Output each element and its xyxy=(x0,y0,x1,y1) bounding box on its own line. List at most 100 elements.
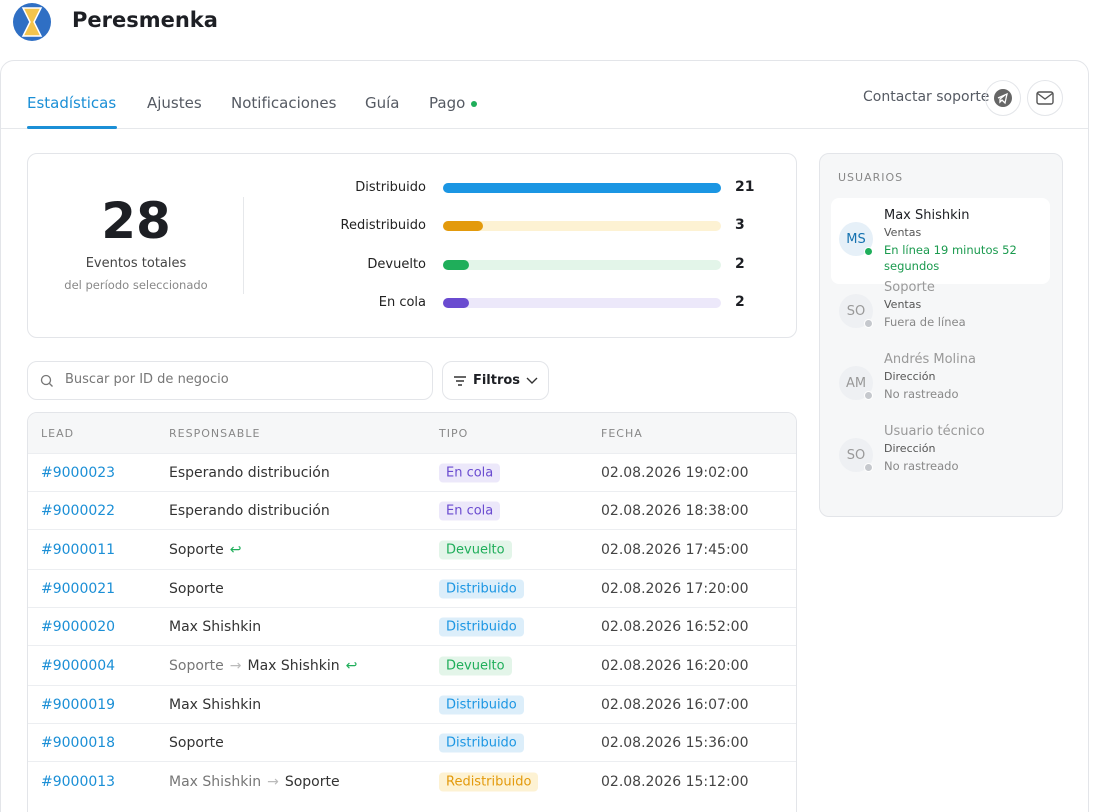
responsible-name: Soporte xyxy=(169,735,224,751)
presence-dot xyxy=(864,391,873,400)
date: 02.08.2026 15:12:00 xyxy=(601,774,749,790)
bar-track xyxy=(443,297,721,308)
column-header: RESPONSABLE xyxy=(169,427,261,440)
tab-label: Pago xyxy=(429,94,466,112)
avatar: AM xyxy=(839,366,873,400)
lead-link[interactable]: #9000013 xyxy=(41,774,116,790)
user-status: No rastreado xyxy=(884,459,959,473)
arrow: → xyxy=(229,658,242,674)
type-badge: Devuelto xyxy=(439,656,512,676)
support-label[interactable]: Contactar soporte xyxy=(863,89,990,105)
table-row[interactable]: #9000004 Soporte → Max Shishkin ↩ Devuelto 02.… xyxy=(28,645,796,686)
user-card[interactable]: AM Andrés Molina Dirección No rastreado xyxy=(831,342,1050,428)
breakdown-label: Distribuido xyxy=(355,180,426,195)
tab[interactable]: Notificaciones xyxy=(231,94,336,112)
tab-label: Guía xyxy=(365,94,400,112)
type-badge: Distribuido xyxy=(439,733,524,753)
active-tab-underline xyxy=(27,126,117,129)
user-status: En línea 19 minutos 52 segundos xyxy=(884,243,1017,273)
breakdown-label: En cola xyxy=(378,294,426,310)
bar-track xyxy=(443,221,721,232)
table-header xyxy=(28,413,796,453)
lead-link[interactable]: #9000004 xyxy=(41,658,116,674)
column-header: FECHA xyxy=(601,427,643,440)
type-badge: Distribuido xyxy=(439,617,524,637)
responsible-name: Esperando distribución xyxy=(169,503,330,519)
table-row[interactable]: #9000019 Max Shishkin Distribuido 02.08.202… xyxy=(28,685,796,724)
bar-track xyxy=(443,259,721,270)
table-row[interactable]: #9000011 Soporte ↩ Devuelto 02.08.2026 17:45… xyxy=(28,529,796,570)
date: 02.08.2026 16:07:00 xyxy=(601,697,749,713)
user-name: Usuario técnico xyxy=(884,424,985,439)
responsible: Max Shishkin xyxy=(169,619,261,635)
responsible: Max Shishkin xyxy=(169,697,261,713)
presence-dot xyxy=(864,463,873,472)
chevron-icon xyxy=(526,377,538,384)
lead-link[interactable]: #9000022 xyxy=(41,503,116,519)
summary-card xyxy=(27,153,797,338)
user-name: Andrés Molina xyxy=(884,352,976,367)
status-dot xyxy=(471,100,478,107)
user-status: Fuera de línea xyxy=(884,315,966,329)
date: 02.08.2026 17:45:00 xyxy=(601,542,749,558)
column-header: LEAD xyxy=(41,427,75,440)
user-name: Max Shishkin xyxy=(884,208,970,223)
lead-link[interactable]: #9000023 xyxy=(41,465,116,481)
lead-link[interactable]: #9000021 xyxy=(41,581,116,597)
bar-track xyxy=(443,183,721,193)
bar xyxy=(443,183,721,193)
filter-icon xyxy=(453,375,466,386)
type-badge: En cola xyxy=(439,463,501,483)
lead-link[interactable]: #9000019 xyxy=(41,697,116,713)
main-card xyxy=(0,60,1089,812)
mail-button[interactable] xyxy=(1027,80,1063,116)
user-role: Ventas xyxy=(884,226,922,239)
user-status: No rastreado xyxy=(884,387,959,401)
returned-icon: ↩ xyxy=(345,658,358,674)
responsible: Soporte xyxy=(169,735,224,751)
lead-link[interactable]: #9000011 xyxy=(41,542,116,558)
user-card[interactable]: SO Usuario técnico Dirección No rastreado xyxy=(831,414,1050,500)
summary-divider xyxy=(243,197,244,294)
responsible-name: Max Shishkin xyxy=(169,619,262,635)
avatar: SO xyxy=(839,438,873,472)
responsible-name: Max Shishkin xyxy=(169,697,262,713)
type-badge: Redistribuido xyxy=(439,772,539,792)
responsible-name: Soporte xyxy=(169,581,224,597)
user-role: Ventas xyxy=(884,298,922,311)
responsible-name: Soporte xyxy=(169,658,224,674)
search-placeholder: Buscar por ID de negocio xyxy=(65,372,229,387)
telegram-button[interactable] xyxy=(985,80,1021,116)
responsible-name: Soporte xyxy=(284,774,340,790)
user-card[interactable]: SO Soporte Ventas Fuera de línea xyxy=(831,270,1050,356)
table-row[interactable]: #9000021 Soporte Distribuido 02.08.2026 17:… xyxy=(28,569,796,608)
tab[interactable]: Guía xyxy=(365,94,400,112)
tab-label: Estadísticas xyxy=(27,94,117,112)
table-row[interactable]: #9000022 Esperando distribución En cola 02.… xyxy=(28,491,796,530)
tab[interactable]: Pago xyxy=(429,94,478,112)
breakdown-value: 2 xyxy=(735,293,745,310)
user-role: Dirección xyxy=(884,442,936,455)
filters-button[interactable]: Filtros xyxy=(442,361,549,400)
breakdown-value: 21 xyxy=(735,179,755,195)
lead-link[interactable]: #9000020 xyxy=(41,619,116,635)
date: 02.08.2026 18:38:00 xyxy=(601,503,749,519)
table-row[interactable]: #9000023 Esperando distribución En cola 02.… xyxy=(28,453,796,492)
table-row[interactable]: #9000020 Max Shishkin Distribuido 02.08.202… xyxy=(28,607,796,646)
type-badge: Distribuido xyxy=(439,695,524,715)
search-box[interactable]: Buscar por ID de negocio xyxy=(27,361,433,400)
date: 02.08.2026 17:20:00 xyxy=(601,581,749,597)
tab[interactable]: Estadísticas xyxy=(27,94,116,112)
user-name: Soporte xyxy=(884,280,935,295)
user-card[interactable]: MS Max Shishkin Ventas En línea 19 minutos … xyxy=(831,198,1050,284)
mail-icon xyxy=(1036,91,1054,105)
type-badge: En cola xyxy=(439,501,501,521)
responsible: Esperando distribución xyxy=(169,503,330,519)
tab[interactable]: Ajustes xyxy=(147,94,202,112)
lead-link[interactable]: #9000018 xyxy=(41,735,116,751)
table-row[interactable]: #9000018 Soporte Distribuido 02.08.2026 15:… xyxy=(28,723,796,762)
avatar: MS xyxy=(839,222,873,256)
table-row[interactable]: #9000013 Max Shishkin → Soporte Redistribuid… xyxy=(28,761,796,802)
